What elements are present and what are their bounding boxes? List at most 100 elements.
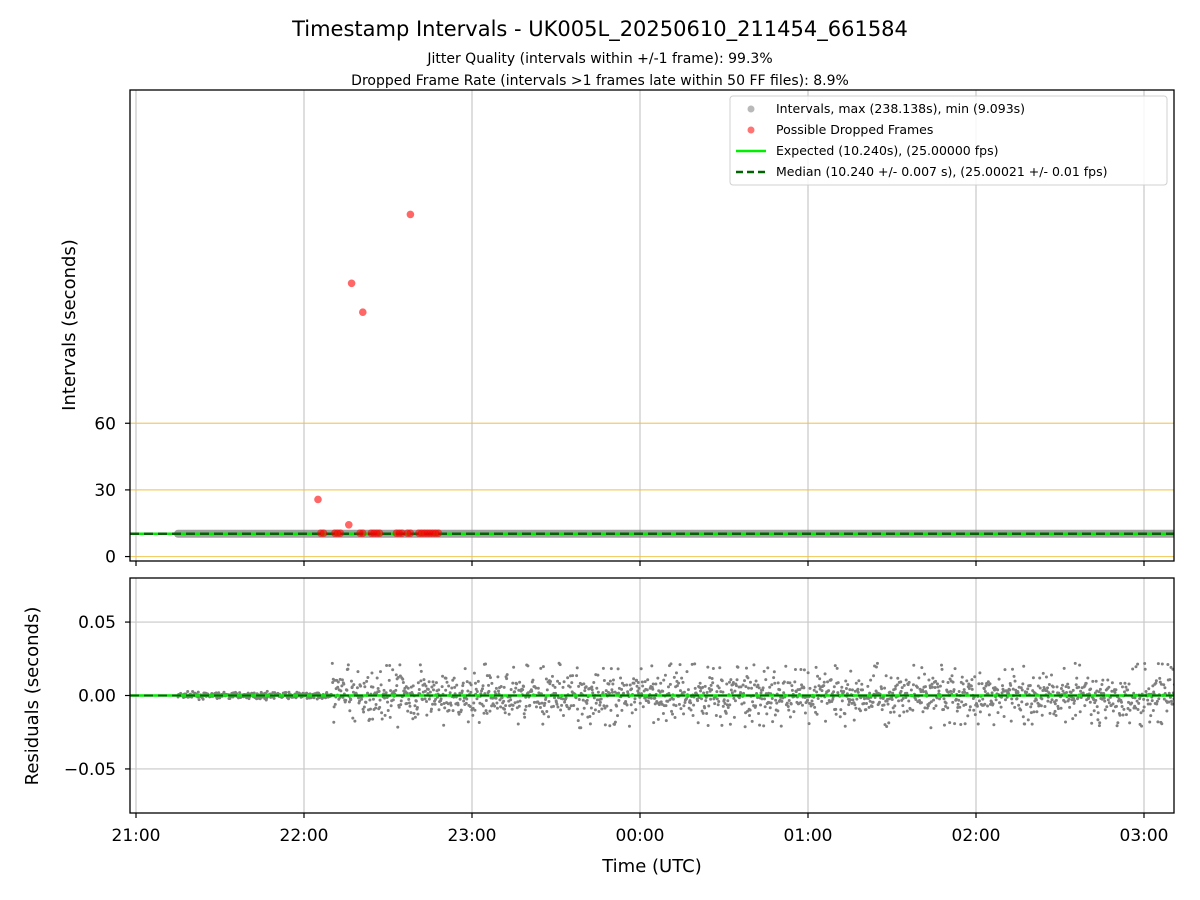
- residual-point: [380, 717, 384, 721]
- residual-point: [365, 679, 369, 683]
- residual-point: [725, 682, 729, 686]
- residual-point: [899, 689, 903, 693]
- residual-point: [968, 708, 972, 712]
- residual-point: [813, 685, 817, 689]
- residual-point: [1165, 709, 1169, 713]
- residual-point: [201, 697, 205, 701]
- residual-point: [980, 682, 984, 686]
- residual-point: [447, 708, 451, 712]
- residual-point: [963, 690, 967, 694]
- residual-point: [625, 683, 629, 687]
- residual-point: [571, 674, 575, 678]
- residual-point: [908, 707, 912, 711]
- residual-point: [432, 683, 436, 687]
- legend-intervals-marker: [747, 105, 755, 113]
- residual-point: [1119, 700, 1123, 704]
- residual-point: [1111, 709, 1115, 713]
- residual-point: [948, 721, 952, 725]
- residual-point: [523, 715, 527, 719]
- residual-point: [1096, 711, 1100, 715]
- residual-point: [802, 668, 806, 672]
- residual-point: [651, 682, 655, 686]
- residual-point: [746, 676, 750, 680]
- residual-point: [444, 676, 448, 680]
- residual-point: [610, 688, 614, 692]
- residual-point: [532, 700, 536, 704]
- residual-point: [522, 685, 526, 689]
- residual-point: [702, 691, 706, 695]
- residual-point: [680, 676, 684, 680]
- residual-point: [866, 684, 870, 688]
- residual-point: [726, 699, 730, 703]
- residual-point: [1064, 685, 1068, 689]
- residual-point: [368, 698, 372, 702]
- residual-point: [807, 722, 811, 726]
- residual-point: [820, 689, 824, 693]
- residual-point: [602, 704, 606, 708]
- residual-point: [836, 681, 840, 685]
- residual-point: [487, 683, 491, 687]
- residual-point: [912, 663, 916, 667]
- residual-point: [509, 688, 513, 692]
- intervals-y-axis-label: Intervals (seconds): [59, 239, 80, 411]
- residual-point: [499, 684, 503, 688]
- residual-point: [431, 702, 435, 706]
- residual-point: [965, 679, 969, 683]
- residual-point: [330, 661, 334, 665]
- residual-point: [901, 696, 905, 700]
- residual-point: [441, 674, 445, 678]
- residual-point: [1104, 716, 1108, 720]
- residual-point: [1159, 682, 1163, 686]
- residual-point: [439, 702, 443, 706]
- residual-point: [670, 712, 674, 716]
- residual-point: [935, 696, 939, 700]
- residual-point: [856, 687, 860, 691]
- residual-point: [396, 725, 400, 729]
- residual-point: [1078, 710, 1082, 714]
- residual-point: [468, 705, 472, 709]
- residual-point: [996, 688, 1000, 692]
- residual-point: [407, 701, 411, 705]
- residual-point: [451, 678, 455, 682]
- legend-box: [729, 95, 1168, 186]
- residual-point: [929, 726, 933, 730]
- residual-point: [983, 702, 987, 706]
- residual-point: [499, 705, 503, 709]
- residual-point: [686, 688, 690, 692]
- residual-point: [785, 701, 789, 705]
- residual-point: [1056, 707, 1060, 711]
- residual-point: [892, 710, 896, 714]
- residual-point: [1028, 684, 1032, 688]
- residual-point: [563, 700, 567, 704]
- residual-point: [504, 704, 508, 708]
- residual-point: [1128, 708, 1132, 712]
- residual-point: [1114, 688, 1118, 692]
- residual-point: [598, 700, 602, 704]
- residual-point: [1019, 708, 1023, 712]
- residual-point: [495, 701, 499, 705]
- residual-point: [286, 697, 290, 701]
- residual-point: [591, 691, 595, 695]
- residual-point: [1133, 696, 1137, 700]
- residual-point: [641, 705, 645, 709]
- residual-point: [284, 690, 288, 694]
- residual-point: [850, 688, 854, 692]
- residual-point: [895, 683, 899, 687]
- residual-point: [983, 690, 987, 694]
- residual-point: [351, 716, 355, 720]
- residual-point: [1120, 685, 1124, 689]
- residual-point: [782, 691, 786, 695]
- residual-point: [834, 712, 838, 716]
- residual-point: [701, 711, 705, 715]
- residual-point: [355, 686, 359, 690]
- residual-point: [1068, 705, 1072, 709]
- residual-point: [1046, 699, 1050, 703]
- residuals-y-tick-label: −0.05: [64, 760, 116, 780]
- residual-point: [867, 697, 871, 701]
- residual-point: [757, 712, 761, 716]
- residual-point: [860, 682, 864, 686]
- residual-point: [1066, 682, 1070, 686]
- residual-point: [1029, 711, 1033, 715]
- residual-point: [1135, 699, 1139, 703]
- residual-point: [705, 691, 709, 695]
